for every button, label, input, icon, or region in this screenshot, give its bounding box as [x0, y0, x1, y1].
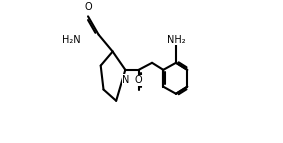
- Text: O: O: [135, 75, 143, 85]
- Text: NH₂: NH₂: [167, 34, 185, 44]
- Text: H₂N: H₂N: [62, 35, 80, 45]
- Text: N: N: [122, 75, 130, 85]
- Text: O: O: [84, 2, 92, 12]
